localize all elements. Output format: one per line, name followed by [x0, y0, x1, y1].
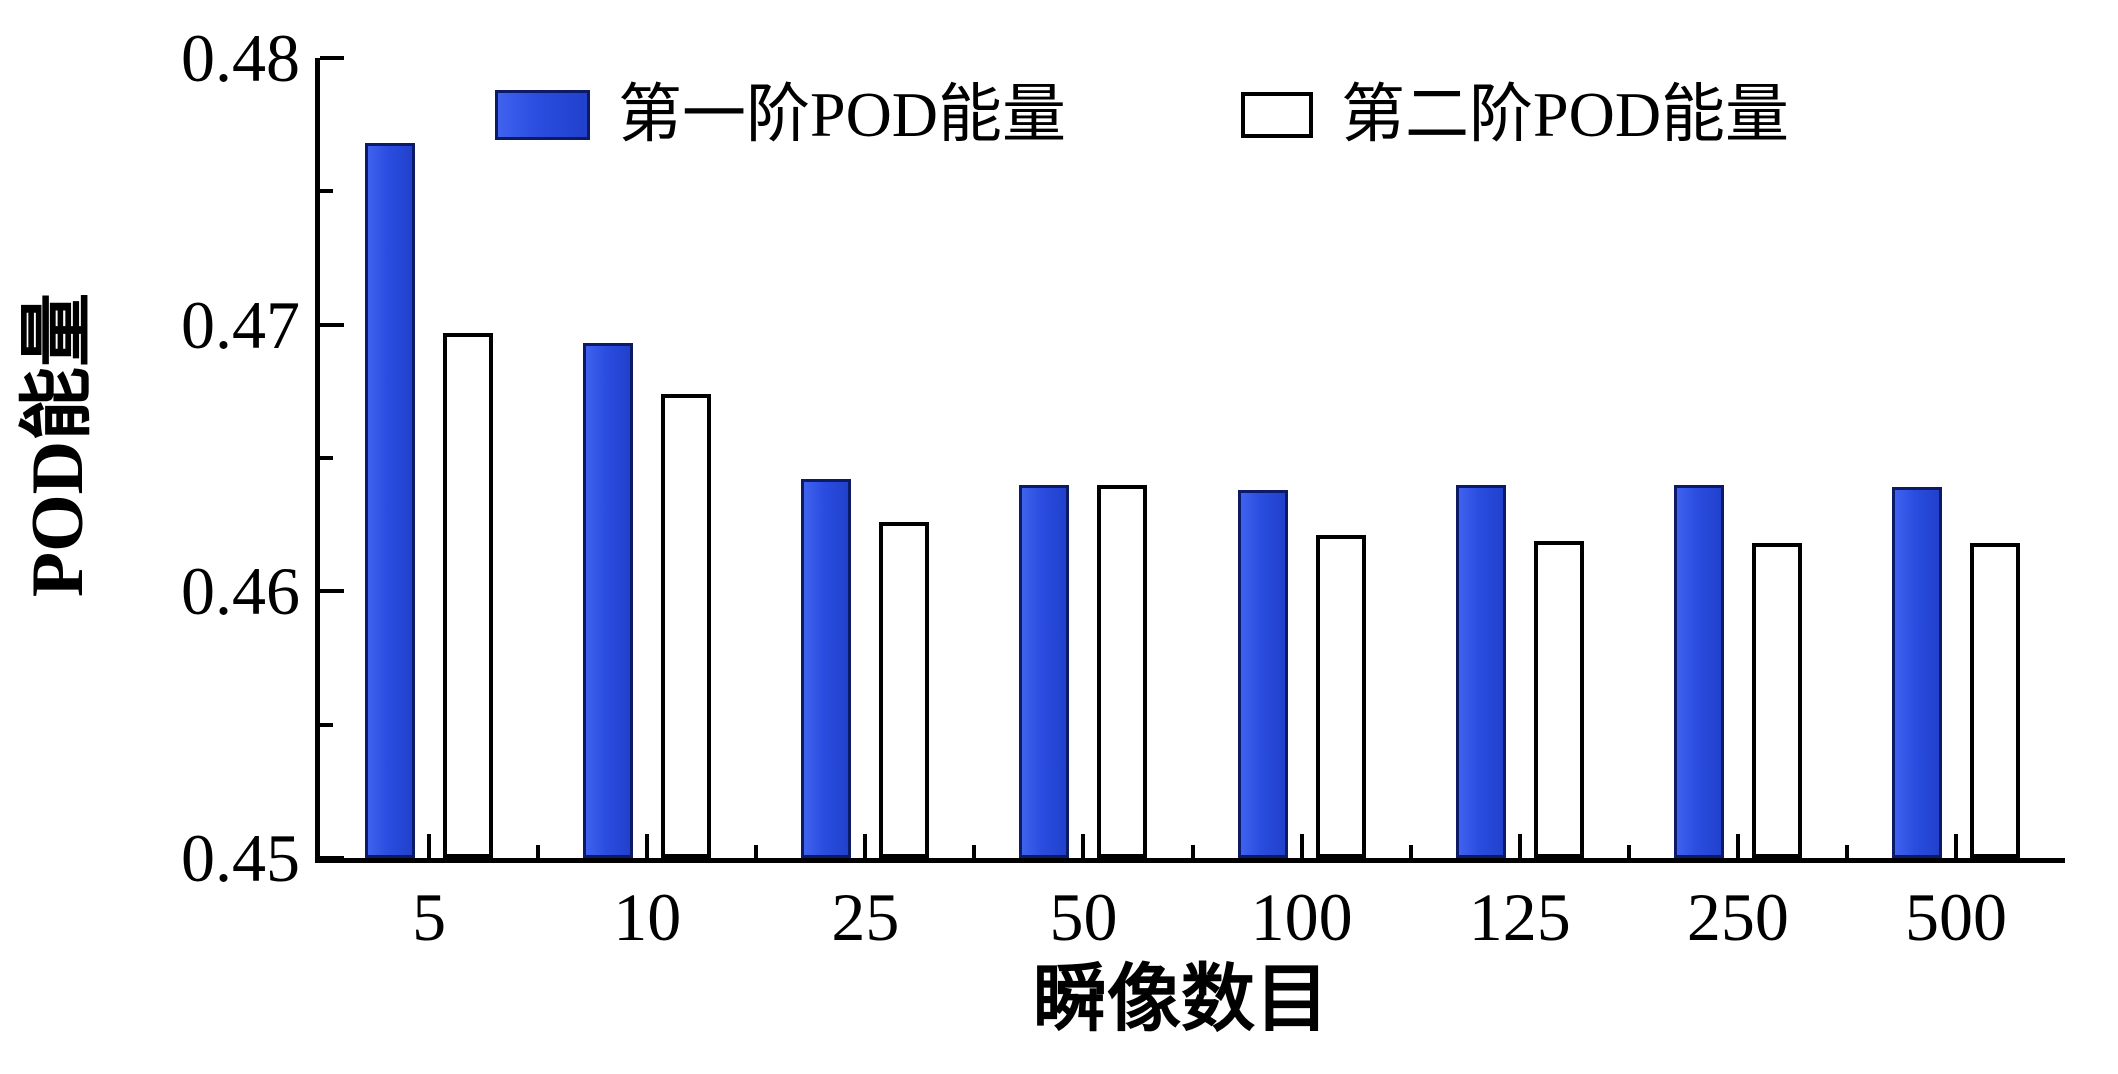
bar-s2-x5 — [443, 333, 494, 858]
x-axis-minor-tick — [536, 845, 541, 858]
y-axis-major-tick — [320, 56, 344, 60]
bar-s2-x50 — [1097, 485, 1148, 858]
y-axis-major-tick — [320, 589, 344, 594]
x-tick-label: 125 — [1468, 879, 1571, 955]
x-axis-major-tick — [1735, 834, 1740, 858]
bar-s2-x500 — [1969, 543, 2020, 858]
y-axis-minor-tick — [320, 722, 333, 727]
bar-s1-x10 — [583, 343, 634, 858]
x-axis-major-tick — [1953, 834, 1958, 858]
bar-s1-x25 — [801, 479, 852, 858]
bar-s2-x10 — [661, 394, 712, 858]
x-axis-minor-tick — [1408, 845, 1413, 858]
x-tick-label: 100 — [1250, 879, 1353, 955]
x-axis-minor-tick — [1190, 845, 1195, 858]
legend-label-series2: 第二阶POD能量 — [1341, 79, 1790, 150]
y-axis-minor-tick — [320, 456, 333, 460]
legend-swatch-open — [1241, 92, 1314, 138]
y-axis-major-tick — [320, 856, 344, 860]
bar-s1-x5 — [365, 143, 416, 858]
bar-s1-x500 — [1891, 487, 1942, 858]
legend-item-series2: 第二阶POD能量 — [1241, 83, 1789, 147]
bar-s2-x125 — [1533, 541, 1584, 858]
bar-s1-x100 — [1237, 490, 1288, 858]
y-axis-title: POD能量 — [17, 292, 99, 598]
x-axis-minor-tick — [1626, 845, 1631, 858]
x-axis-major-tick — [863, 834, 868, 858]
x-axis-minor-tick — [754, 845, 759, 858]
bar-s1-x250 — [1673, 485, 1724, 858]
x-axis-title: 瞬像数目 — [1033, 959, 1329, 1041]
x-tick-label: 10 — [613, 879, 682, 955]
bar-s2-x250 — [1751, 543, 1802, 858]
x-axis-minor-tick — [1844, 845, 1849, 858]
x-tick-label: 50 — [1049, 879, 1118, 955]
x-axis-major-tick — [1517, 834, 1522, 858]
x-axis-major-tick — [427, 834, 432, 858]
x-tick-label: 25 — [831, 879, 900, 955]
x-axis-major-tick — [645, 834, 650, 858]
y-tick-label: 0.47 — [181, 286, 300, 363]
plot-area: 第一阶POD能量 第二阶POD能量 0.45 0.46 0.47 0.48 5 10 25 5… — [181, 24, 2065, 951]
legend-label-series1: 第一阶POD能量 — [618, 79, 1067, 150]
y-tick-label: 0.46 — [181, 553, 300, 630]
x-axis-minor-tick — [972, 845, 977, 858]
y-axis-major-tick — [320, 322, 344, 327]
bar-s2-x25 — [879, 522, 930, 858]
x-tick-label: 250 — [1686, 879, 1789, 955]
bar-s2-x100 — [1315, 535, 1366, 858]
x-axis-major-tick — [1299, 834, 1304, 858]
y-axis-minor-tick — [320, 189, 333, 194]
x-axis-major-tick — [1081, 834, 1086, 858]
legend-item-series1: 第一阶POD能量 — [495, 83, 1066, 147]
x-tick-label: 500 — [1904, 879, 2007, 955]
bar-s1-x50 — [1019, 485, 1070, 858]
legend-swatch-filled — [495, 90, 590, 140]
y-tick-label: 0.48 — [181, 20, 300, 96]
legend: 第一阶POD能量 第二阶POD能量 — [495, 83, 1789, 147]
bar-s1-x125 — [1455, 485, 1506, 858]
y-tick-label: 0.45 — [181, 820, 300, 896]
x-tick-label: 5 — [412, 879, 447, 955]
